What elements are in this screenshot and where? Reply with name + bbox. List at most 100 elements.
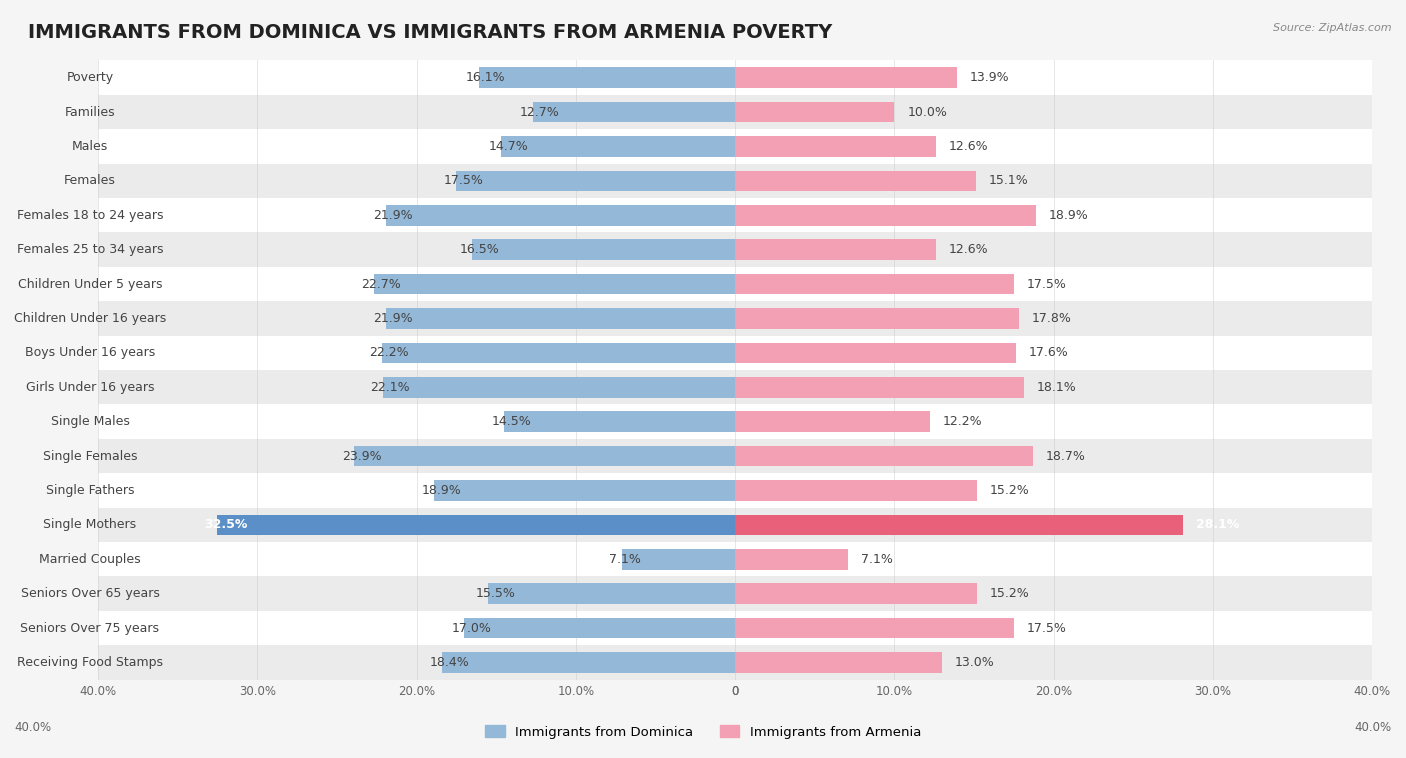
Bar (621, 549, 735, 569)
Bar (735, 171, 976, 191)
Bar (735, 95, 1372, 130)
Text: 18.7%: 18.7% (1046, 449, 1085, 462)
Text: 7.1%: 7.1% (860, 553, 893, 565)
Bar (98, 439, 735, 473)
Text: Boys Under 16 years: Boys Under 16 years (25, 346, 155, 359)
Bar (735, 412, 929, 432)
Text: 15.1%: 15.1% (988, 174, 1028, 187)
Bar (735, 446, 1033, 466)
Text: 18.4%: 18.4% (429, 656, 470, 669)
Bar (98, 233, 735, 267)
Text: Families: Families (65, 105, 115, 118)
Text: 28.1%: 28.1% (1195, 518, 1239, 531)
Bar (382, 377, 735, 398)
Bar (505, 412, 735, 432)
Text: 12.2%: 12.2% (942, 415, 981, 428)
Bar (735, 611, 1372, 645)
Bar (735, 480, 977, 501)
Bar (735, 102, 894, 122)
Bar (381, 343, 735, 363)
Text: 15.2%: 15.2% (990, 587, 1029, 600)
Bar (472, 240, 735, 260)
Bar (735, 584, 977, 604)
Text: 17.6%: 17.6% (1028, 346, 1069, 359)
Bar (735, 240, 936, 260)
Bar (735, 652, 942, 673)
Bar (735, 515, 1182, 535)
Text: 32.5%: 32.5% (205, 518, 247, 531)
Bar (735, 67, 956, 88)
Bar (98, 508, 735, 542)
Bar (735, 233, 1372, 267)
Bar (98, 301, 735, 336)
Text: Receiving Food Stamps: Receiving Food Stamps (17, 656, 163, 669)
Bar (735, 618, 1014, 638)
Bar (735, 370, 1372, 405)
Text: 21.9%: 21.9% (374, 312, 413, 325)
Text: Married Couples: Married Couples (39, 553, 141, 565)
Bar (735, 130, 1372, 164)
Text: 18.9%: 18.9% (422, 484, 461, 497)
Text: 40.0%: 40.0% (14, 721, 51, 735)
Bar (98, 405, 735, 439)
Bar (98, 130, 735, 164)
Bar (98, 198, 735, 233)
Bar (464, 618, 735, 638)
Bar (98, 542, 735, 577)
Text: Seniors Over 75 years: Seniors Over 75 years (21, 622, 159, 634)
Text: 12.6%: 12.6% (949, 243, 988, 256)
Bar (98, 164, 735, 198)
Legend: Immigrants from Dominica, Immigrants from Armenia: Immigrants from Dominica, Immigrants fro… (479, 720, 927, 744)
Text: 14.7%: 14.7% (488, 140, 529, 153)
Bar (735, 473, 1372, 508)
Bar (735, 274, 1014, 294)
Text: Children Under 16 years: Children Under 16 years (14, 312, 166, 325)
Text: Single Mothers: Single Mothers (44, 518, 136, 531)
Bar (735, 343, 1015, 363)
Text: 21.9%: 21.9% (374, 208, 413, 222)
Bar (735, 645, 1372, 680)
Bar (735, 267, 1372, 301)
Bar (98, 61, 735, 95)
Text: Females 18 to 24 years: Females 18 to 24 years (17, 208, 163, 222)
Bar (98, 645, 735, 680)
Bar (501, 136, 735, 157)
Bar (735, 577, 1372, 611)
Text: 18.9%: 18.9% (1049, 208, 1088, 222)
Bar (457, 171, 735, 191)
Bar (98, 95, 735, 130)
Text: 18.1%: 18.1% (1036, 381, 1076, 393)
Text: Seniors Over 65 years: Seniors Over 65 years (21, 587, 159, 600)
Bar (98, 473, 735, 508)
Bar (98, 370, 735, 405)
Text: Single Males: Single Males (51, 415, 129, 428)
Text: Females 25 to 34 years: Females 25 to 34 years (17, 243, 163, 256)
Bar (735, 336, 1372, 370)
Bar (478, 67, 735, 88)
Bar (98, 267, 735, 301)
Bar (735, 405, 1372, 439)
Bar (735, 542, 1372, 577)
Bar (387, 205, 735, 226)
Text: Poverty: Poverty (66, 71, 114, 84)
Text: Source: ZipAtlas.com: Source: ZipAtlas.com (1274, 23, 1392, 33)
Text: 14.5%: 14.5% (492, 415, 531, 428)
Text: 13.9%: 13.9% (969, 71, 1010, 84)
Text: 40.0%: 40.0% (1355, 721, 1392, 735)
Text: 17.5%: 17.5% (444, 174, 484, 187)
Bar (441, 652, 735, 673)
Bar (735, 198, 1372, 233)
Bar (735, 136, 936, 157)
Text: 7.1%: 7.1% (609, 553, 641, 565)
Text: 12.6%: 12.6% (949, 140, 988, 153)
Bar (735, 61, 1372, 95)
Bar (488, 584, 735, 604)
Text: IMMIGRANTS FROM DOMINICA VS IMMIGRANTS FROM ARMENIA POVERTY: IMMIGRANTS FROM DOMINICA VS IMMIGRANTS F… (28, 23, 832, 42)
Text: 17.5%: 17.5% (1026, 277, 1067, 290)
Bar (533, 102, 735, 122)
Bar (218, 515, 735, 535)
Bar (98, 611, 735, 645)
Text: Girls Under 16 years: Girls Under 16 years (25, 381, 155, 393)
Text: 13.0%: 13.0% (955, 656, 995, 669)
Text: Females: Females (65, 174, 115, 187)
